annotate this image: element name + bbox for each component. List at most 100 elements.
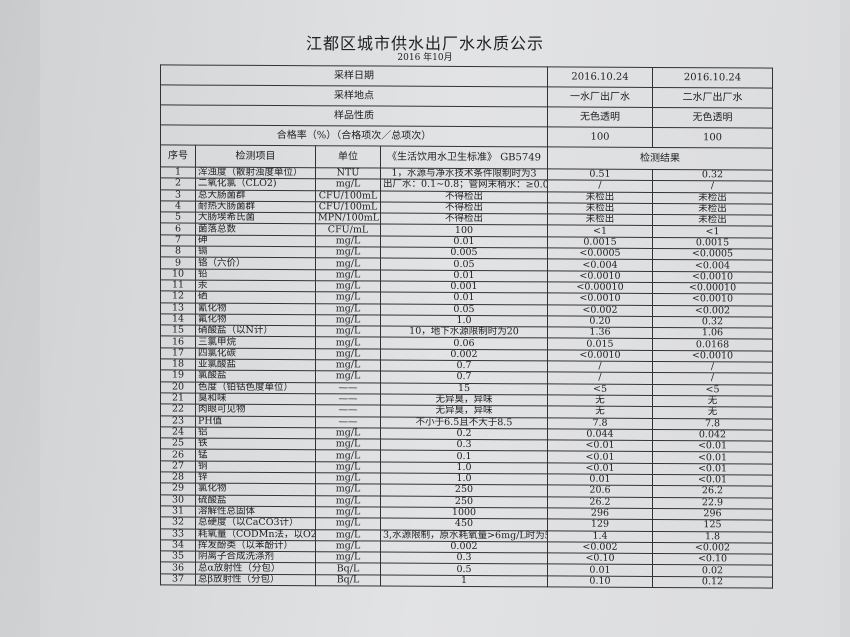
standard-limit: 3,水源限制，原水耗氧量>6mg/L时为5 (380, 529, 548, 542)
standard-limit: 0.01 (380, 269, 548, 282)
result-plant-1: 0.51 (547, 168, 653, 181)
result-plant-1: 1.4 (547, 530, 653, 543)
result-plant-2: <0.01 (652, 474, 773, 487)
unit: CFU/100mL (315, 190, 381, 202)
result-plant-2: 未检出 (652, 214, 773, 227)
item-name: 二氧化氯（CLO2) (195, 178, 316, 191)
result-plant-2: 26.2 (652, 485, 773, 498)
sample-nature-label: 样品性质 (160, 104, 548, 127)
sample-site-2: 二水厂出厂水 (652, 87, 773, 109)
row-no: 34 (160, 539, 196, 552)
item-name: 氰化物 (195, 302, 316, 315)
unit: —— (315, 404, 381, 417)
item-name: 铜 (195, 460, 316, 473)
result-plant-2: <0.0010 (652, 293, 773, 306)
row-no: 24 (160, 426, 196, 439)
row-no: 32 (160, 517, 196, 529)
unit: —— (315, 382, 381, 394)
unit: mg/L (315, 314, 381, 327)
result-plant-1: 296 (547, 507, 653, 520)
row-no: 17 (160, 347, 196, 360)
result-plant-1: <0.004 (547, 259, 653, 272)
result-plant-1: / (547, 180, 653, 193)
row-no: 11 (160, 279, 196, 292)
standard-limit: 10，地下水源限制时为20 (380, 326, 548, 339)
standard-limit: 1，水源与净水技术条件限制时为3 (380, 168, 548, 181)
unit: mg/L (315, 337, 381, 349)
item-name: 汞 (195, 280, 316, 292)
result-plant-2: 1.8 (652, 530, 773, 543)
unit: mg/L (315, 472, 381, 485)
result-plant-2: <0.002 (652, 305, 773, 317)
result-plant-2: / (652, 361, 773, 374)
result-plant-1: 7.8 (547, 417, 653, 430)
item-name: 色度（铂钴色度单位） (195, 381, 316, 394)
unit: mg/L (315, 325, 381, 338)
unit: mg/L (315, 495, 381, 507)
unit: mg/L (315, 551, 381, 564)
standard-limit: 0.001 (380, 281, 548, 294)
result-plant-2: <0.0010 (652, 350, 773, 363)
unit: —— (315, 393, 381, 406)
sample-nature-2: 无色透明 (652, 107, 773, 129)
result-plant-1: 0.10 (547, 575, 653, 588)
row-no: 13 (160, 302, 196, 314)
unit: mg/L (315, 359, 381, 372)
item-name: 氯酸盐 (195, 370, 316, 383)
item-name: 亚氯酸盐 (195, 359, 316, 372)
result-plant-2: <0.10 (652, 553, 773, 566)
result-plant-2: <0.0010 (652, 271, 773, 284)
result-plant-2: 125 (652, 519, 773, 532)
column-header-row: 序号 检测项目 单位 《生活饮用水卫生标准》 GB5749 检测结果 (160, 144, 773, 171)
col-unit: 单位 (315, 145, 381, 169)
row-no: 27 (160, 460, 196, 473)
standard-limit: 0.2 (380, 427, 548, 441)
result-plant-1: 0.20 (547, 315, 653, 328)
standard-limit: 0.01 (380, 292, 548, 305)
result-plant-2: 无 (652, 406, 773, 419)
result-plant-2: <0.00010 (652, 282, 773, 295)
row-no: 35 (160, 550, 196, 563)
result-plant-1: 1.36 (547, 327, 653, 339)
standard-limit: 0.7 (380, 360, 548, 373)
row-no: 3 (160, 189, 196, 201)
item-name: 菌落总数 (195, 223, 316, 236)
row-no: 31 (160, 505, 196, 518)
unit: MPN/100mL (315, 212, 381, 225)
item-name: 总β放射性（分包） (195, 573, 316, 586)
sample-site-1: 一水厂出厂水 (547, 86, 653, 108)
row-no: 18 (160, 358, 196, 371)
standard-limit: 不得检出 (380, 213, 548, 226)
result-plant-2: 1.06 (652, 327, 773, 340)
standard-limit: 450 (380, 518, 548, 531)
result-plant-2: / (652, 180, 773, 193)
result-plant-2: 22.9 (652, 497, 773, 510)
item-name: 三氯甲烷 (195, 336, 316, 349)
item-name: 锰 (195, 449, 316, 462)
item-name: PH值 (195, 415, 316, 428)
result-plant-1: <0.0005 (547, 248, 653, 260)
standard-limit: 0.01 (380, 235, 548, 249)
result-plant-1: <0.0010 (547, 349, 653, 362)
unit: mg/L (315, 450, 381, 462)
row-no: 6 (160, 223, 196, 235)
water-quality-table: 采样日期 2016.10.24 2016.10.24 采样地点 一水厂出厂水 二水厂出厂… (160, 64, 773, 589)
item-name: 砷 (195, 234, 316, 247)
unit: mg/L (315, 371, 381, 383)
unit: Bq/L (315, 574, 381, 587)
standard-limit: 0.002 (380, 348, 548, 361)
row-no: 5 (160, 212, 196, 224)
item-name: 肉眼可见物 (195, 404, 316, 417)
standard-limit: 出厂水：0.1~0.8；管网末梢水：≥0.02 (380, 179, 548, 192)
unit: mg/L (315, 438, 381, 451)
item-name: 氟化物 (195, 313, 316, 326)
row-no: 9 (160, 257, 196, 269)
item-name: 总硬度（以CaCO3计） (195, 517, 316, 530)
unit: CFU/100mL (315, 201, 381, 214)
item-name: 镉 (195, 246, 316, 259)
result-plant-2: 0.0168 (652, 338, 773, 351)
sample-date-2: 2016.10.24 (652, 67, 773, 89)
result-plant-2: 0.32 (652, 169, 773, 182)
unit: —— (315, 416, 381, 428)
unit: Bq/L (315, 563, 381, 575)
